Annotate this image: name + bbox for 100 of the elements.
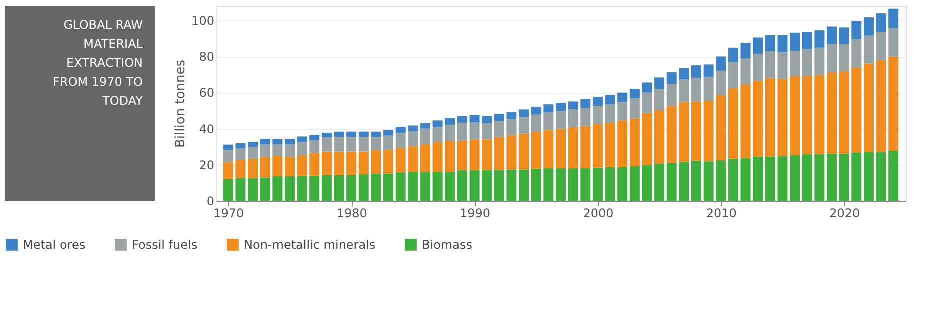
bar — [839, 28, 850, 44]
bar — [322, 132, 332, 138]
bar — [284, 144, 295, 158]
bar — [494, 137, 504, 170]
bar — [580, 168, 591, 201]
bar — [802, 32, 812, 50]
bar — [827, 44, 838, 72]
bar — [864, 36, 874, 64]
bar — [568, 110, 578, 128]
bar — [482, 116, 492, 124]
bar — [580, 126, 591, 168]
text: GLOBAL RAW MATERIAL EXTRACTION FROM 1970 TO TODAY — [53, 18, 144, 108]
bar — [310, 135, 320, 141]
bar — [580, 108, 591, 126]
bar — [778, 52, 788, 80]
bar — [384, 174, 394, 201]
bar — [765, 156, 776, 201]
bar — [531, 132, 542, 169]
bar — [284, 176, 295, 201]
bar — [618, 120, 628, 168]
bar — [432, 142, 443, 172]
bar — [728, 88, 738, 159]
bar — [802, 76, 812, 154]
bar — [420, 172, 430, 201]
bar — [568, 168, 578, 201]
x-tick-label: 1980 — [336, 206, 368, 220]
bar — [716, 96, 726, 161]
bar — [445, 124, 456, 142]
bar — [716, 160, 726, 201]
bar — [482, 170, 492, 201]
bar — [728, 62, 738, 89]
bar — [692, 102, 702, 161]
bar — [556, 129, 566, 168]
bar — [310, 176, 320, 201]
bar — [284, 157, 295, 176]
bar — [876, 14, 886, 32]
bar — [692, 160, 702, 201]
bar — [396, 172, 406, 201]
bar — [888, 28, 899, 57]
bar — [544, 130, 554, 168]
bar — [802, 49, 812, 76]
bar — [223, 150, 234, 162]
bar — [778, 156, 788, 201]
bar — [272, 144, 283, 156]
bar — [654, 164, 665, 201]
bar — [827, 72, 838, 154]
bar — [679, 102, 690, 162]
bar — [346, 175, 357, 201]
bar — [445, 172, 456, 201]
bar — [457, 123, 468, 141]
bar — [704, 162, 714, 201]
bar — [322, 138, 332, 152]
bar — [790, 156, 800, 201]
bar — [260, 178, 270, 201]
bar — [592, 168, 603, 201]
bar — [839, 44, 850, 72]
bar — [494, 170, 504, 201]
bar — [630, 89, 640, 98]
bar — [457, 170, 468, 201]
bar — [642, 92, 652, 114]
bar — [556, 111, 566, 130]
bar — [827, 154, 838, 201]
bar — [457, 140, 468, 170]
bar — [679, 68, 690, 80]
bar — [556, 168, 566, 201]
bar — [432, 172, 443, 201]
legend-label: Fossil fuels — [132, 238, 198, 252]
bar — [876, 60, 886, 152]
legend-label: Biomass — [422, 238, 472, 252]
bar — [605, 167, 616, 201]
bar — [753, 156, 764, 201]
bar — [544, 168, 554, 201]
bar — [666, 84, 677, 106]
bar — [753, 81, 764, 157]
bar — [272, 176, 283, 201]
bar — [531, 114, 542, 132]
bar — [420, 123, 430, 129]
bar — [322, 175, 332, 201]
y-tick-label: 0 — [206, 194, 214, 208]
bar — [396, 148, 406, 173]
bar — [531, 168, 542, 201]
bar — [384, 130, 394, 136]
bar — [630, 118, 640, 167]
bar — [592, 124, 603, 168]
x-tick-label: 1990 — [460, 206, 491, 220]
bar — [704, 100, 714, 162]
bar — [728, 158, 738, 201]
bar — [482, 124, 492, 140]
bar — [396, 127, 406, 134]
bar — [297, 156, 308, 176]
bar — [753, 54, 764, 82]
bar — [494, 121, 504, 138]
bar — [506, 170, 517, 201]
bar — [346, 152, 357, 176]
bar — [223, 162, 234, 180]
bar — [642, 113, 652, 166]
bar — [852, 39, 862, 68]
bar — [556, 103, 566, 112]
bar — [310, 153, 320, 176]
bar — [876, 152, 886, 201]
